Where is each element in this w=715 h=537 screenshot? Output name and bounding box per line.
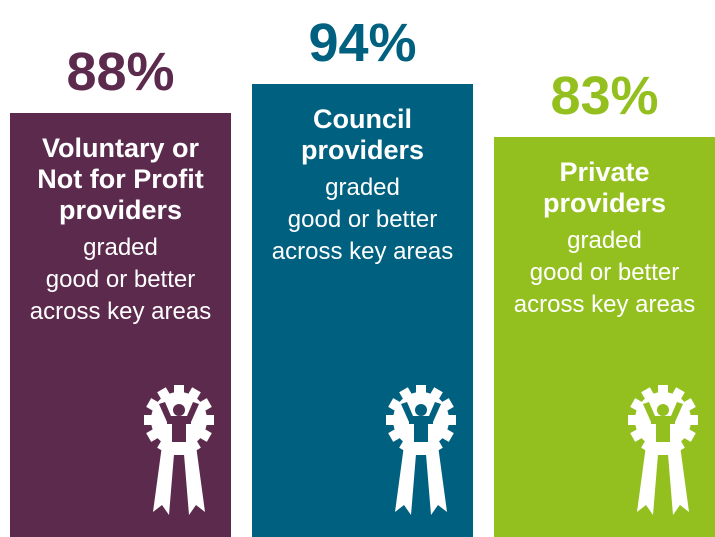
bar-text: Private providers graded good or better a… (494, 157, 715, 321)
description: graded good or better across key areas (29, 233, 212, 325)
value-label: 94% (308, 12, 417, 73)
category-label: Council providers (300, 103, 425, 165)
bar: Private providers graded good or better a… (494, 136, 715, 537)
rosette-icon (385, 385, 456, 515)
description: graded good or better across key areas (513, 226, 696, 318)
icon (139, 380, 219, 525)
rosette-icon (627, 385, 698, 515)
category-label: Voluntary or Not for Profit providers (37, 132, 204, 225)
bar: Voluntary or Not for Profit providers gra… (10, 112, 231, 537)
bar-text: Voluntary or Not for Profit providers gra… (10, 133, 231, 328)
category-label: Private providers (542, 156, 667, 218)
icon (381, 380, 461, 525)
description: graded good or better across key areas (271, 173, 454, 265)
icon (623, 380, 703, 525)
bar: Council providers graded good or better a… (252, 83, 473, 537)
rosette-icon (143, 385, 214, 515)
value-label: 83% (550, 65, 659, 126)
bar-text: Council providers graded good or better a… (252, 104, 473, 268)
value-label: 88% (66, 41, 175, 102)
